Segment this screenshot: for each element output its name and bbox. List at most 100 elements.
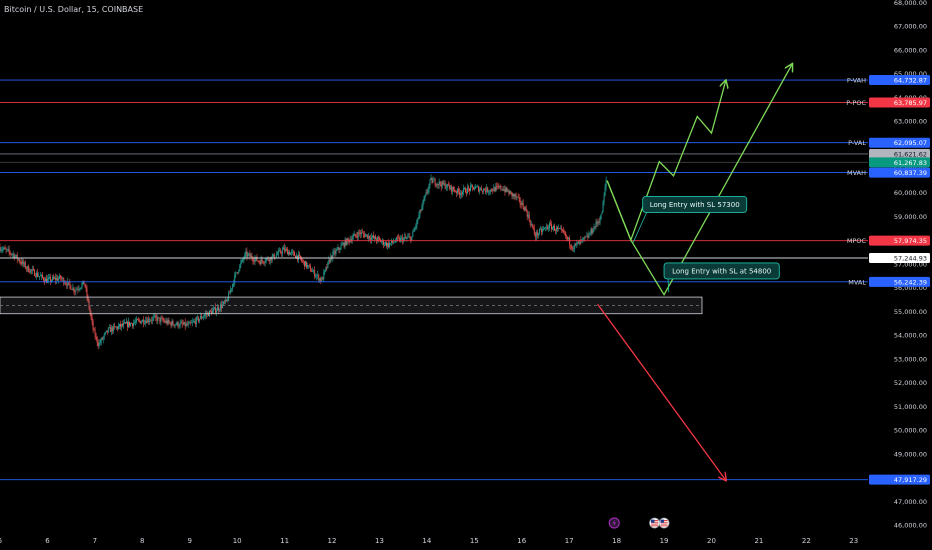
candle-body — [358, 232, 360, 233]
candle-body — [222, 304, 224, 308]
candle — [6, 248, 8, 252]
candle — [142, 319, 144, 322]
candle-body — [72, 287, 74, 290]
candle-body — [247, 254, 249, 257]
candle-body — [30, 269, 32, 271]
candle-body — [138, 319, 140, 321]
candle-body — [135, 321, 137, 323]
candle — [468, 184, 469, 192]
candle — [447, 181, 449, 187]
candle-body — [407, 237, 409, 238]
candle — [39, 276, 40, 281]
candle — [504, 185, 506, 196]
candle — [471, 183, 472, 188]
candle — [605, 176, 607, 191]
candle — [370, 233, 372, 244]
candle — [556, 225, 557, 235]
candle-body — [431, 177, 433, 183]
candle-body — [482, 190, 484, 192]
candle — [282, 245, 284, 250]
candle — [394, 241, 396, 243]
candle-body — [132, 323, 134, 326]
candle-body — [54, 277, 56, 279]
candle — [485, 186, 487, 195]
candle — [254, 255, 256, 266]
candle-body — [367, 235, 369, 239]
candle-body — [120, 324, 122, 327]
candle — [368, 235, 370, 241]
callout-text: Long Entry with SL 57300 — [650, 201, 740, 209]
candle — [304, 260, 306, 270]
candle-body — [237, 272, 239, 273]
candle — [502, 186, 504, 192]
candle-body — [581, 239, 583, 241]
price-tag-box — [869, 167, 930, 178]
candle — [302, 257, 304, 264]
candle — [361, 228, 363, 234]
price-tag: 60,837.39 — [869, 167, 930, 178]
candle-body — [314, 270, 316, 277]
candle-body — [229, 292, 231, 294]
candle-body — [113, 325, 115, 327]
candle — [586, 231, 588, 237]
candle — [280, 250, 282, 257]
candle — [407, 233, 409, 239]
candle-body — [560, 228, 562, 230]
x-axis: 5 6 7 8 9 10 11 12 13 14 15 16 17 18 19 20 21 22 23 — [0, 537, 858, 545]
candle-body — [181, 322, 183, 325]
y-tick-label: 50,000.00 — [894, 427, 927, 435]
candle-body — [525, 207, 527, 211]
candlestick-series — [0, 174, 607, 350]
candle-body — [203, 315, 205, 317]
price-tag-box — [869, 235, 930, 246]
candle-body — [333, 251, 335, 253]
bullish-arrow — [606, 64, 792, 297]
candle-body — [406, 237, 408, 239]
candle — [159, 317, 161, 325]
candle-body — [218, 307, 220, 311]
candle — [19, 259, 21, 266]
candle — [238, 269, 240, 275]
candle-body — [11, 254, 13, 255]
candle-body — [405, 236, 407, 239]
candle — [577, 241, 579, 246]
candle-body — [142, 319, 144, 322]
candle — [272, 254, 274, 258]
candle-body — [532, 227, 534, 229]
candle — [132, 323, 134, 329]
candle-body — [457, 188, 459, 192]
candle — [34, 273, 36, 278]
candle-body — [485, 190, 487, 192]
candle-body — [425, 192, 427, 196]
candle-body — [566, 236, 568, 237]
candle-body — [2, 248, 4, 250]
candle-body — [193, 321, 195, 322]
price-tag: 47,917.29 — [869, 474, 930, 485]
candle-body — [166, 320, 168, 324]
candle — [158, 317, 160, 319]
y-tick-label: 54,000.00 — [894, 332, 927, 340]
candle — [469, 187, 470, 196]
candle — [90, 310, 92, 321]
candle — [174, 324, 176, 329]
candle-body — [141, 321, 143, 324]
candle-body — [156, 317, 158, 322]
candle — [495, 183, 497, 192]
candle — [424, 194, 426, 201]
candle-body — [332, 252, 334, 259]
candle — [519, 196, 521, 208]
candle — [25, 266, 27, 272]
candle — [279, 248, 281, 254]
candle-body — [60, 275, 62, 279]
candle — [428, 183, 430, 194]
candle — [336, 246, 338, 252]
candle-body — [439, 181, 441, 185]
candle-body — [83, 280, 85, 285]
candle-body — [428, 184, 430, 190]
candle — [219, 308, 221, 313]
candle — [307, 262, 309, 270]
candle-body — [241, 259, 243, 263]
candle — [214, 307, 215, 310]
candle — [230, 285, 232, 295]
